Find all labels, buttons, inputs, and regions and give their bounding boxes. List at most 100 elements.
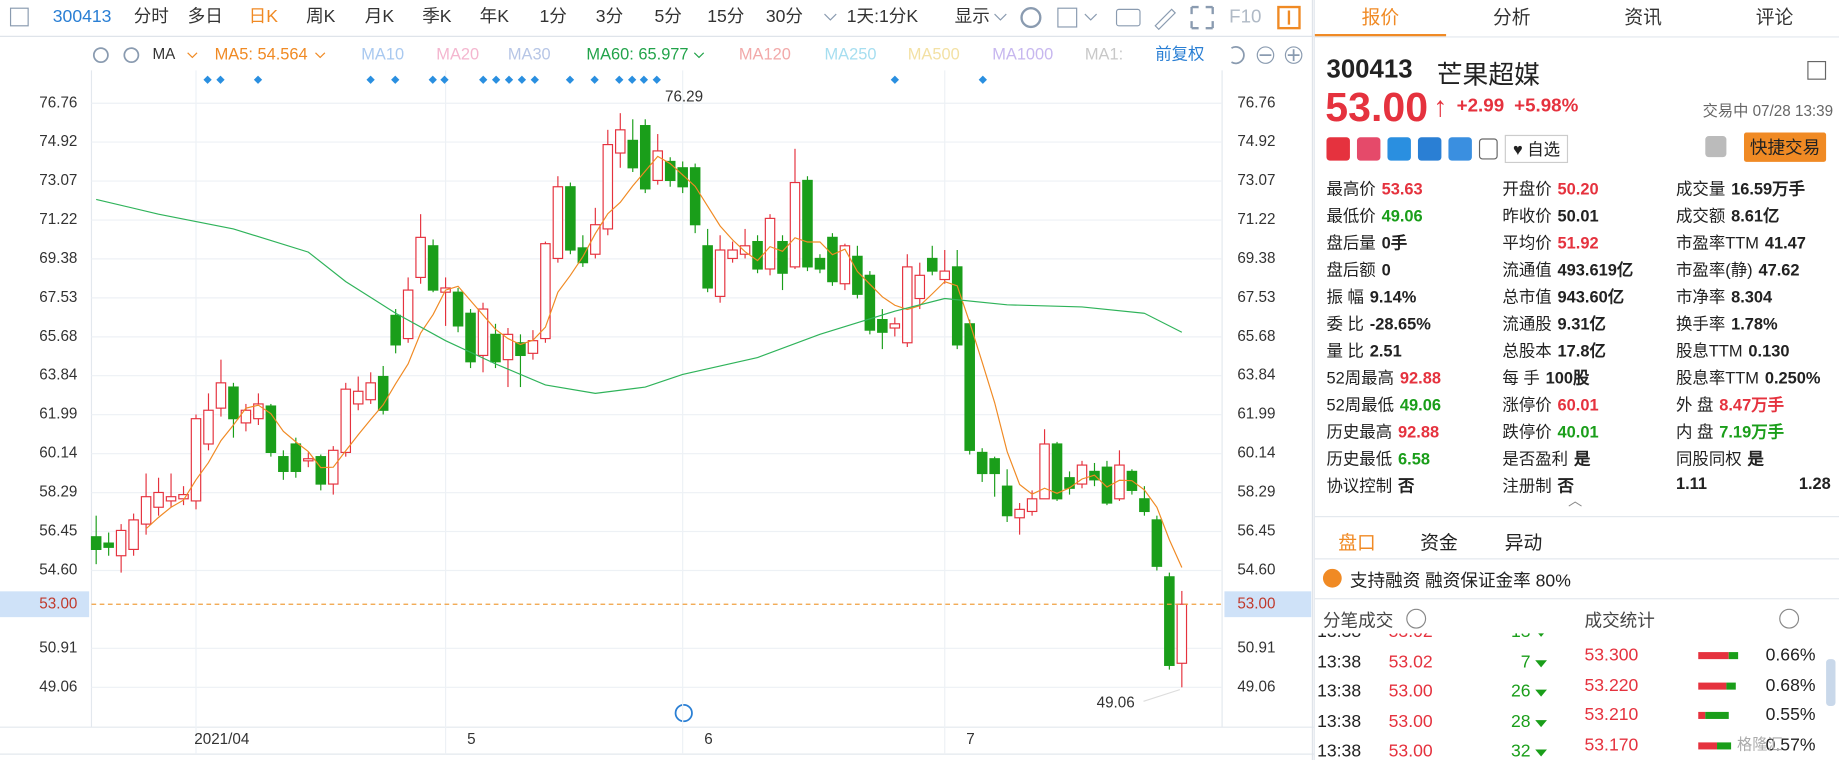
candle-body bbox=[714, 249, 726, 297]
stat-value: 是 bbox=[1573, 449, 1591, 468]
candle-body bbox=[1139, 498, 1150, 513]
trade-price: 53.00 bbox=[1388, 711, 1433, 732]
candle-body bbox=[165, 496, 177, 502]
stat-value: 49.06 bbox=[1399, 395, 1441, 415]
stat-item: 换手率 1.78% bbox=[1676, 312, 1831, 335]
sidebar-icon[interactable] bbox=[9, 7, 29, 27]
event-marker bbox=[203, 75, 212, 84]
quick-trade[interactable]: 快捷交易 bbox=[1743, 132, 1827, 162]
help-icon[interactable] bbox=[1406, 608, 1427, 629]
divider bbox=[1314, 598, 1839, 600]
stat-bar-green bbox=[1726, 682, 1736, 690]
stat-item: 每 手 100股 bbox=[1502, 366, 1676, 389]
stat-label: 是否盈利 bbox=[1502, 449, 1569, 468]
y-tick-label: 50.91 bbox=[39, 639, 77, 656]
icon[interactable] bbox=[1478, 138, 1498, 160]
watch-button[interactable]: ♥ 自选 bbox=[1504, 134, 1569, 164]
period-button[interactable]: 日K bbox=[249, 6, 279, 26]
candle-body bbox=[839, 245, 851, 285]
period-button[interactable]: 1分 bbox=[540, 6, 567, 26]
collapse-icon[interactable]: ︿ bbox=[1568, 492, 1583, 510]
depth-tab[interactable]: 异动 bbox=[1504, 533, 1543, 554]
zoom-in[interactable] bbox=[1284, 46, 1303, 64]
y-tick-label: 60.14 bbox=[39, 445, 78, 462]
candle-body bbox=[465, 312, 476, 363]
period-button[interactable]: 月K bbox=[365, 6, 395, 26]
candle-body bbox=[789, 181, 801, 268]
ma-legend-item: MA1: bbox=[1085, 45, 1123, 63]
more-icon[interactable] bbox=[1779, 608, 1800, 629]
event-marker bbox=[890, 75, 900, 84]
period-button[interactable]: 3分 bbox=[596, 6, 623, 26]
chart-pane: 300413 1天:1分K 显示 F10 MA 前复权 分时 多日 日K 周K 月K 季K… bbox=[0, 0, 1314, 760]
ma-close[interactable] bbox=[123, 47, 140, 64]
period-button[interactable]: 多日 bbox=[188, 6, 223, 26]
candle-body bbox=[1001, 485, 1013, 517]
panel-toggle[interactable] bbox=[1277, 5, 1301, 30]
candle-body bbox=[802, 179, 813, 268]
trade-price: 53.00 bbox=[1388, 741, 1433, 760]
tab[interactable]: 评论 bbox=[1755, 8, 1794, 29]
stat-pct: 0.66% bbox=[1765, 645, 1816, 665]
stat-item: 委 比 -28.65% bbox=[1326, 312, 1500, 335]
candle-body bbox=[590, 224, 601, 255]
period-button[interactable]: 15分 bbox=[707, 6, 744, 26]
period-button[interactable]: 分时 bbox=[134, 6, 169, 26]
icon[interactable] bbox=[1387, 137, 1411, 161]
tab[interactable]: 资讯 bbox=[1624, 8, 1662, 29]
y-tick-label-right: 73.07 bbox=[1237, 172, 1275, 189]
adjust-mode[interactable]: 前复权 bbox=[1155, 45, 1204, 63]
stat-value: 8.304 bbox=[1731, 287, 1773, 307]
icon[interactable] bbox=[1448, 137, 1472, 161]
f10-button[interactable]: F10 bbox=[1229, 6, 1261, 27]
display-menu[interactable]: 显示 bbox=[955, 6, 990, 26]
event-icon[interactable] bbox=[674, 703, 693, 723]
icon[interactable] bbox=[1417, 137, 1442, 161]
candle-body bbox=[877, 319, 888, 333]
candle-body bbox=[652, 150, 664, 182]
y-tick-label: 56.45 bbox=[39, 523, 77, 540]
period-button[interactable]: 年K bbox=[480, 6, 510, 26]
depth-tab[interactable]: 盘口 bbox=[1338, 533, 1376, 554]
stat-value: 50.01 bbox=[1557, 206, 1599, 226]
stock-code[interactable]: 300413 bbox=[53, 6, 112, 26]
event-marker bbox=[216, 75, 225, 84]
event-marker bbox=[565, 75, 575, 84]
depth-tab[interactable]: 资金 bbox=[1420, 533, 1458, 554]
settings-icon[interactable] bbox=[1020, 7, 1042, 29]
period-button[interactable]: 30分 bbox=[766, 6, 803, 26]
stat-value: 53.63 bbox=[1381, 179, 1423, 199]
stat-pct: 0.57% bbox=[1765, 734, 1816, 755]
ma-settings[interactable] bbox=[92, 47, 109, 64]
icon[interactable] bbox=[1356, 137, 1381, 161]
alert-icon[interactable] bbox=[1705, 136, 1727, 158]
period-button[interactable]: 5分 bbox=[654, 6, 681, 26]
flag-icon[interactable] bbox=[1326, 137, 1350, 161]
stat-item: 历史最高 92.88 bbox=[1326, 420, 1500, 443]
period-button[interactable]: 季K bbox=[422, 6, 452, 26]
y-tick-label-right: 69.38 bbox=[1237, 250, 1275, 267]
tab[interactable]: 报价 bbox=[1314, 0, 1447, 37]
fullscreen-icon[interactable] bbox=[1190, 5, 1214, 30]
stat-item: 涨停价 60.01 bbox=[1502, 393, 1676, 416]
period-button[interactable]: 周K bbox=[306, 6, 336, 26]
multi-period[interactable]: 1天:1分K bbox=[847, 6, 919, 26]
ma60-line bbox=[96, 198, 1183, 394]
zoom-icons[interactable] bbox=[1231, 46, 1300, 65]
layout-icon[interactable] bbox=[1057, 7, 1078, 28]
stat-item: 股息率TTM 0.250% bbox=[1676, 366, 1831, 389]
detail-icon[interactable] bbox=[1807, 60, 1827, 80]
draw-icon[interactable] bbox=[1154, 8, 1177, 31]
candle-body bbox=[303, 458, 314, 462]
camera-icon[interactable] bbox=[1115, 8, 1141, 27]
zoom-out[interactable] bbox=[1256, 46, 1275, 64]
scrollbar[interactable] bbox=[1826, 659, 1836, 707]
candle-body bbox=[627, 139, 639, 169]
stat-value: 0.130 bbox=[1748, 341, 1790, 361]
status: 交易中 07/28 13:39 bbox=[1702, 102, 1834, 120]
change-pct: +5.98% bbox=[1514, 96, 1579, 117]
tab[interactable]: 分析 bbox=[1492, 8, 1531, 29]
y-tick-label-right: 58.29 bbox=[1237, 484, 1275, 501]
stat-item: 注册制否 bbox=[1502, 474, 1676, 497]
event-marker bbox=[978, 75, 987, 84]
